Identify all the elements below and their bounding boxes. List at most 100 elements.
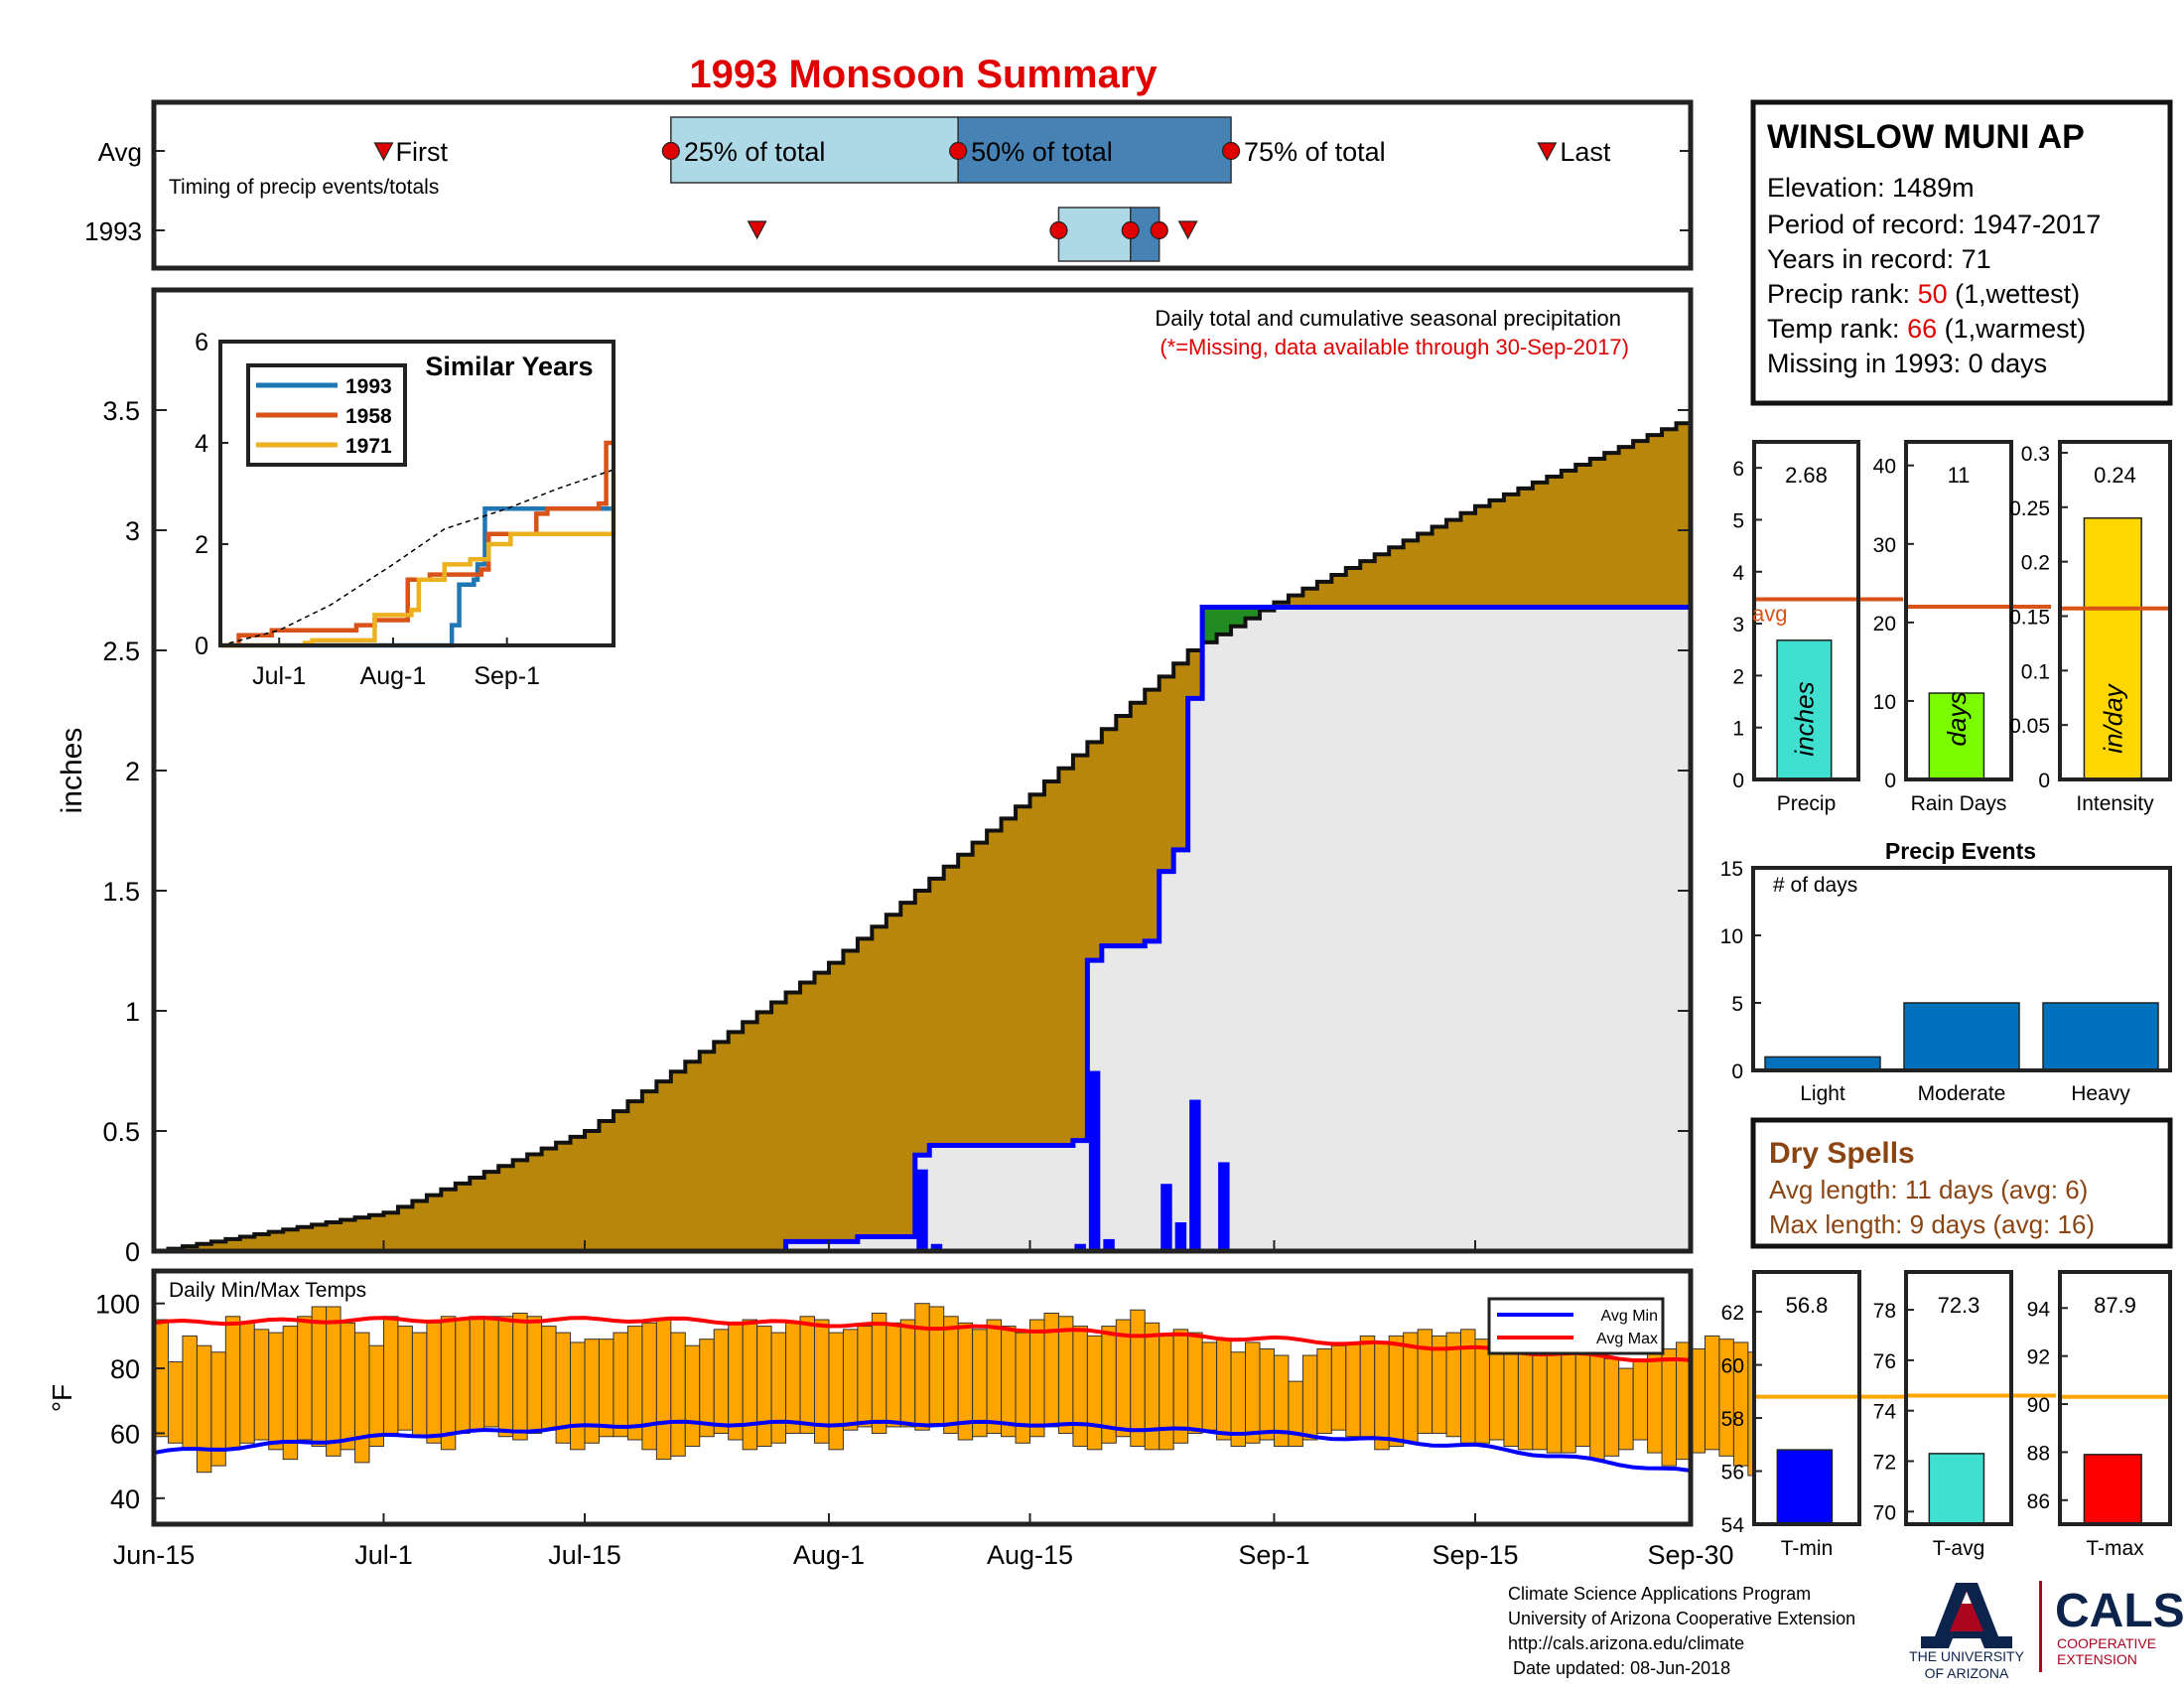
daily-temp-bar bbox=[943, 1316, 959, 1434]
small-chart-value: 2.68 bbox=[1785, 463, 1828, 488]
small-chart-bar bbox=[1776, 639, 1833, 780]
small-chart-tick-label: 4 bbox=[1732, 562, 1744, 585]
daily-temp-bar bbox=[455, 1319, 471, 1434]
inset-series-avg bbox=[219, 469, 614, 646]
daily-temp-bar bbox=[1130, 1309, 1146, 1448]
temp-line-avg-max bbox=[153, 1316, 1692, 1363]
small-chart-frame bbox=[1904, 1270, 2013, 1526]
temp-legend bbox=[1487, 1297, 1665, 1355]
daily-temp-bar bbox=[340, 1322, 356, 1451]
events-title: Precip Events bbox=[1885, 838, 2036, 864]
daily-precip-bar bbox=[1218, 1162, 1230, 1251]
footer-line-3: http://cals.arizona.edu/climate bbox=[1508, 1633, 1744, 1653]
daily-temp-bar bbox=[182, 1335, 198, 1451]
daily-temp-bar bbox=[655, 1319, 672, 1461]
daily-temp-bar bbox=[857, 1326, 873, 1428]
daily-temp-bar bbox=[426, 1322, 442, 1444]
inset-y-tick-label: 2 bbox=[195, 531, 208, 559]
daily-temp-bar bbox=[742, 1319, 758, 1451]
main-y-tick-label: 1.5 bbox=[102, 877, 140, 907]
p50-label: 50% of total bbox=[971, 137, 1113, 167]
events-bar bbox=[2042, 1002, 2159, 1071]
inset-ticks: 0 2 4 6 Jul-1 Aug-1 Sep-1 bbox=[195, 329, 540, 690]
cals-wordmark: CALS bbox=[2055, 1585, 2184, 1637]
main-header: Daily total and cumulative seasonal prec… bbox=[1155, 306, 1621, 331]
small-chart-avg-label: avg bbox=[1752, 601, 1787, 626]
year-box-q1 bbox=[1057, 207, 1132, 262]
dry-spells-title: Dry Spells bbox=[1769, 1137, 1915, 1170]
temp-frame bbox=[151, 1268, 1694, 1527]
daily-temp-bar bbox=[728, 1322, 744, 1441]
small-chart-rain-days: 11 0 10 20 30 40 Rain Days days bbox=[1873, 440, 2051, 815]
daily-temp-bar bbox=[1301, 1354, 1318, 1441]
daily-temp-bar bbox=[1345, 1341, 1361, 1438]
timing-marks bbox=[154, 116, 1691, 262]
inset-x-tick-label: Sep-1 bbox=[474, 662, 540, 690]
small-chart-bar-label: in/day bbox=[2098, 682, 2127, 753]
daily-temp-bar bbox=[382, 1316, 399, 1434]
inset-title: Similar Years bbox=[425, 352, 593, 381]
dry-spells-box: Dry Spells Avg length: 11 days (avg: 6) … bbox=[1750, 1117, 2173, 1249]
inset-series-1971 bbox=[220, 473, 616, 648]
daily-temp-bar bbox=[1086, 1335, 1103, 1451]
temp-rank-label: Temp rank: bbox=[1767, 314, 1907, 344]
small-chart-tick-label: 0.15 bbox=[2009, 606, 2050, 629]
daily-temp-bar bbox=[641, 1322, 657, 1451]
station-frame bbox=[1750, 99, 2173, 406]
year-p50-marker bbox=[1121, 220, 1140, 240]
small-chart-tick-label: 0.2 bbox=[2021, 552, 2050, 575]
cals-logo: CALS COOPERATIVE EXTENSION bbox=[2055, 1585, 2184, 1667]
main-plot-area bbox=[154, 417, 1693, 1254]
events-category-label: Light bbox=[1800, 1082, 1845, 1105]
daily-temp-bar bbox=[1532, 1341, 1548, 1451]
daily-temp-bar bbox=[928, 1306, 945, 1425]
timing-row-year-label: 1993 bbox=[84, 216, 142, 246]
small-chart-bar bbox=[1928, 1453, 1985, 1525]
daily-temp-bar bbox=[986, 1319, 1003, 1434]
temp-line-avg-min bbox=[153, 1419, 1692, 1473]
daily-temp-bar bbox=[297, 1316, 313, 1441]
events-category-label: Moderate bbox=[1918, 1082, 2006, 1105]
year-p25-marker bbox=[1049, 220, 1068, 240]
daily-temp-bar bbox=[886, 1322, 901, 1428]
daily-temp-bar bbox=[1603, 1357, 1620, 1457]
small-chart-value: 72.3 bbox=[1938, 1293, 1980, 1318]
inset-y-tick-label: 0 bbox=[195, 633, 208, 660]
avg-box-q2 bbox=[957, 116, 1232, 184]
station-period: Period of record: 1947-2017 bbox=[1767, 210, 2101, 239]
small-chart-tick-label: 3 bbox=[1732, 614, 1744, 636]
temp-y-tick-label: 40 bbox=[110, 1484, 140, 1514]
ua-name-1: THE UNIVERSITY bbox=[1909, 1648, 2025, 1664]
daily-temp-bar bbox=[1704, 1335, 1720, 1451]
daily-temp-bar bbox=[526, 1316, 543, 1434]
ua-logo-inner-icon bbox=[1950, 1591, 1983, 1631]
small-chart-tick-label: 5 bbox=[1732, 509, 1744, 532]
daily-temp-bar bbox=[354, 1332, 370, 1464]
similar-years-inset: Similar Years 1993 1958 1971 0 2 4 6 Jul-1 Aug-… bbox=[195, 329, 616, 690]
inset-frame bbox=[218, 340, 615, 647]
daily-temp-bar bbox=[1417, 1329, 1433, 1434]
daily-temp-bar bbox=[1187, 1332, 1203, 1434]
small-chart-intensity: 0.24 0 0.05 0.1 0.15 0.2 0.25 0.3 Intensity in/da… bbox=[2009, 440, 2172, 815]
temp-legend-label: Avg Max bbox=[1596, 1331, 1658, 1347]
inset-y-tick-label: 4 bbox=[195, 430, 208, 458]
small-chart-tick-label: 92 bbox=[2027, 1346, 2050, 1369]
daily-temp-bar bbox=[397, 1326, 413, 1431]
daily-temp-bar bbox=[785, 1322, 801, 1434]
daily-temp-bar bbox=[1288, 1380, 1303, 1448]
x-tick-label: Jun-15 bbox=[113, 1540, 196, 1570]
small-chart-t-max: 87.9 86 88 90 92 94 T-max bbox=[2027, 1270, 2172, 1560]
station-precip-rank: Precip rank: 50 (1,wettest) bbox=[1767, 279, 2080, 309]
small-chart-frame bbox=[1904, 440, 2013, 781]
daily-temp-bar bbox=[196, 1344, 212, 1474]
daily-temp-bar bbox=[1259, 1347, 1275, 1441]
x-tick-label: Aug-15 bbox=[987, 1540, 1073, 1570]
daily-temp-bar bbox=[1216, 1339, 1232, 1441]
footer-line-4: Date updated: 08-Jun-2018 bbox=[1508, 1658, 1730, 1678]
ua-logo-notch-icon bbox=[1962, 1592, 1972, 1604]
small-chart-value: 56.8 bbox=[1786, 1293, 1829, 1318]
small-chart-t-min: 56.8 54 56 58 60 62 T-min bbox=[1721, 1270, 1904, 1560]
small-chart-frame bbox=[1752, 440, 1860, 781]
